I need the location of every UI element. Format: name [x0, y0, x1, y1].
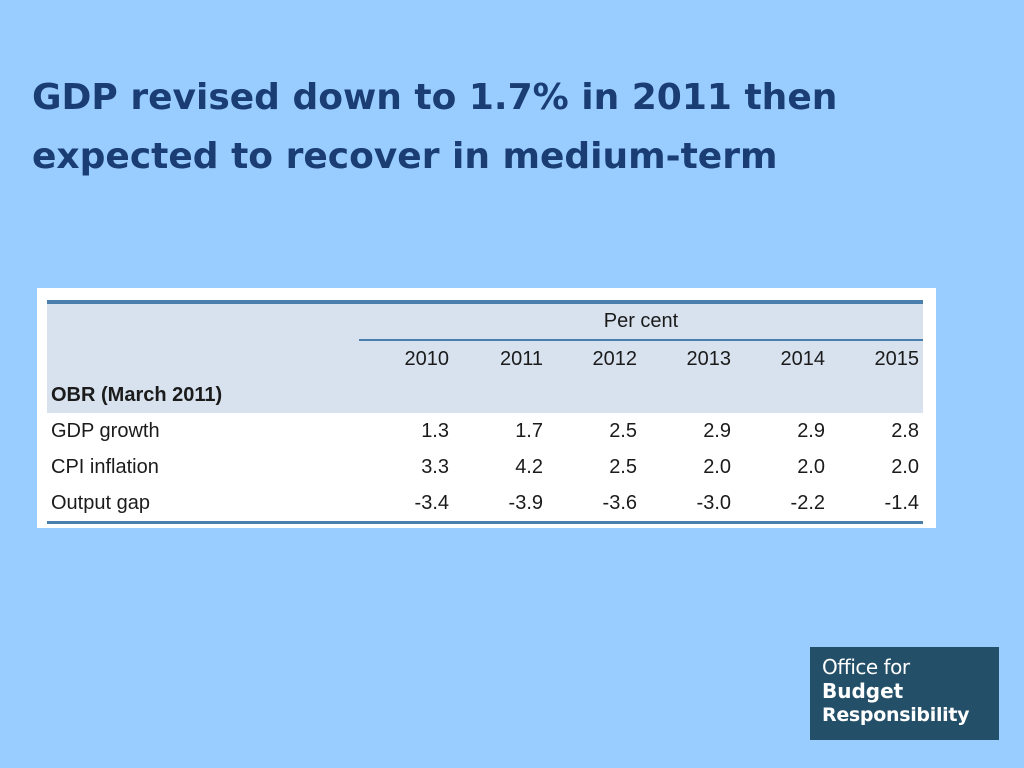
- row-label: Output gap: [47, 485, 359, 524]
- table-cell: -3.4: [359, 485, 453, 524]
- table-cell: 1.7: [515, 419, 543, 442]
- unit-header-row: Per cent: [47, 302, 923, 341]
- year-header-spacer: [47, 340, 359, 377]
- table-cell: 2.9: [703, 419, 731, 442]
- slide-title-line-1: GDP revised down to 1.7% in 2011 then: [32, 77, 838, 118]
- obr-logo: Office for Budget Responsibility: [810, 647, 999, 740]
- forecast-table-image: Per cent 2010 2011 2012 2013 2014 2015 O…: [37, 288, 936, 528]
- slide-title-line-2: expected to recover in medium-term: [32, 136, 778, 177]
- table-row: GDP growth 1.3 1.7 2.5 2.9 2.9 2.8: [47, 413, 923, 449]
- year-header-row: 2010 2011 2012 2013 2014 2015: [47, 340, 923, 377]
- obr-forecast-table: Per cent 2010 2011 2012 2013 2014 2015 O…: [47, 300, 923, 524]
- table-row: Output gap -3.4 -3.9 -3.6 -3.0 -2.2 -1.4: [47, 485, 923, 524]
- logo-line-1: Office for: [822, 655, 910, 679]
- logo-line-3: Responsibility: [822, 704, 970, 726]
- year-header: 2013: [686, 347, 732, 370]
- table-cell: 2.5: [609, 419, 637, 442]
- table-cell: 2.0: [891, 455, 919, 478]
- row-label: CPI inflation: [51, 455, 159, 478]
- unit-header-spacer: [47, 302, 359, 340]
- table-row: CPI inflation 3.3 4.2 2.5 2.0 2.0 2.0: [47, 449, 923, 485]
- table-cell: -3.6: [547, 485, 641, 524]
- year-header: 2010: [404, 347, 450, 370]
- forecast-table-container: Per cent 2010 2011 2012 2013 2014 2015 O…: [47, 300, 923, 526]
- slide-title: GDP revised down to 1.7% in 2011 then ex…: [32, 68, 932, 186]
- table-cell: 4.2: [515, 455, 543, 478]
- table-cell: 2.0: [797, 455, 825, 478]
- table-cell: -3.0: [641, 485, 735, 524]
- row-label: GDP growth: [51, 419, 160, 442]
- section-header-row: OBR (March 2011): [47, 377, 923, 413]
- year-header: 2012: [592, 347, 638, 370]
- table-cell: 3.3: [421, 455, 449, 478]
- table-cell: 2.9: [797, 419, 825, 442]
- year-header: 2014: [780, 347, 826, 370]
- logo-line-2: Budget: [822, 679, 904, 703]
- table-cell: -1.4: [829, 485, 923, 524]
- table-cell: 2.0: [703, 455, 731, 478]
- unit-label: Per cent: [359, 302, 923, 341]
- year-header: 2011: [499, 347, 543, 370]
- section-label: OBR (March 2011): [51, 383, 223, 406]
- table-cell: 2.5: [609, 455, 637, 478]
- table-cell: 2.8: [891, 419, 919, 442]
- table-cell: -3.9: [453, 485, 547, 524]
- year-header: 2015: [874, 347, 920, 370]
- table-cell: 1.3: [421, 419, 449, 442]
- table-cell: -2.2: [735, 485, 829, 524]
